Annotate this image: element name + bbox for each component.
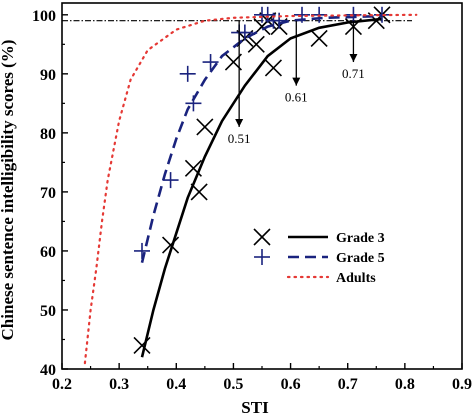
x-marker-grade3: [184, 159, 202, 177]
annotation-arrow-head: [349, 54, 358, 63]
x-tick-label: 0.4: [166, 376, 186, 393]
annotation-2: 0.71: [342, 20, 365, 81]
y-tick-label: 40: [40, 362, 56, 379]
axes: 0.2 0.3 0.4 0.5 0.6 0.7 0.8 0.9 40 50 60 70 80 90 100: [32, 2, 472, 393]
x-marker-grade3: [247, 35, 265, 53]
annotation-label: 0.71: [342, 66, 365, 81]
plus-marker-grade5: [202, 54, 219, 71]
legend-label: Grade 3: [336, 231, 385, 246]
plus-marker-grade5: [179, 65, 196, 82]
x-marker-stroke: [133, 336, 151, 354]
legend: Grade 3 Grade 5 Adults: [253, 228, 385, 286]
x-marker-stroke: [184, 159, 202, 177]
x-marker-stroke: [162, 236, 180, 254]
x-marker-stroke: [196, 118, 214, 136]
plus-marker-grade5: [134, 242, 150, 259]
annotation-arrow-head: [292, 77, 301, 86]
plus-marker-grade5: [185, 95, 202, 112]
legend-entry-grade3: Grade 3: [253, 228, 385, 246]
x-tick-label: 0.7: [338, 376, 358, 393]
x-marker-stroke: [247, 35, 265, 53]
y-tick-label: 70: [40, 185, 56, 202]
annotation-label: 0.51: [228, 131, 251, 146]
legend-entry-adults: Adults: [286, 271, 376, 286]
x-marker-stroke: [264, 59, 282, 77]
y-tick-label: 60: [40, 244, 56, 261]
annotation-label: 0.61: [285, 90, 308, 105]
x-marker-stroke: [310, 29, 328, 47]
x-marker-grade3: [196, 118, 214, 136]
annotation-arrow-head: [235, 118, 244, 127]
x-axis-title: STI: [241, 398, 269, 414]
plot-frame: [61, 2, 463, 370]
x-tick-label: 0.9: [452, 376, 472, 393]
x-marker-stroke: [190, 183, 208, 201]
x-marker-grade3: [310, 29, 328, 47]
y-tick-label: 100: [32, 8, 56, 25]
plot-area: 0.51 0.61 0.71: [62, 6, 418, 365]
x-tick-label: 0.5: [223, 376, 243, 393]
y-tick-label: 90: [40, 67, 56, 84]
x-marker-grade3: [162, 236, 180, 254]
series-curve-grade3: [140, 17, 383, 358]
legend-label: Grade 5: [336, 251, 385, 266]
legend-entry-grade5: Grade 5: [254, 249, 385, 266]
series-curve-grade5: [140, 14, 383, 264]
x-marker-grade3: [133, 336, 151, 354]
y-tick-label: 50: [40, 303, 56, 320]
y-tick-label: 80: [40, 126, 56, 143]
legend-label: Adults: [336, 271, 376, 286]
x-tick-label: 0.3: [109, 376, 129, 393]
x-tick-label: 0.6: [281, 376, 301, 393]
annotation-0: 0.51: [228, 20, 251, 146]
legend-x-marker: [253, 228, 271, 246]
x-marker-grade3: [264, 59, 282, 77]
x-tick-label: 0.2: [52, 376, 72, 393]
series-curve-adults: [83, 13, 418, 365]
plus-marker-grade5: [162, 172, 179, 189]
y-axis-title: Chinese sentence intelligibility scores …: [0, 40, 17, 341]
annotation-1: 0.61: [285, 20, 308, 105]
x-tick-label: 0.8: [395, 376, 415, 393]
x-marker-grade3: [190, 183, 208, 201]
